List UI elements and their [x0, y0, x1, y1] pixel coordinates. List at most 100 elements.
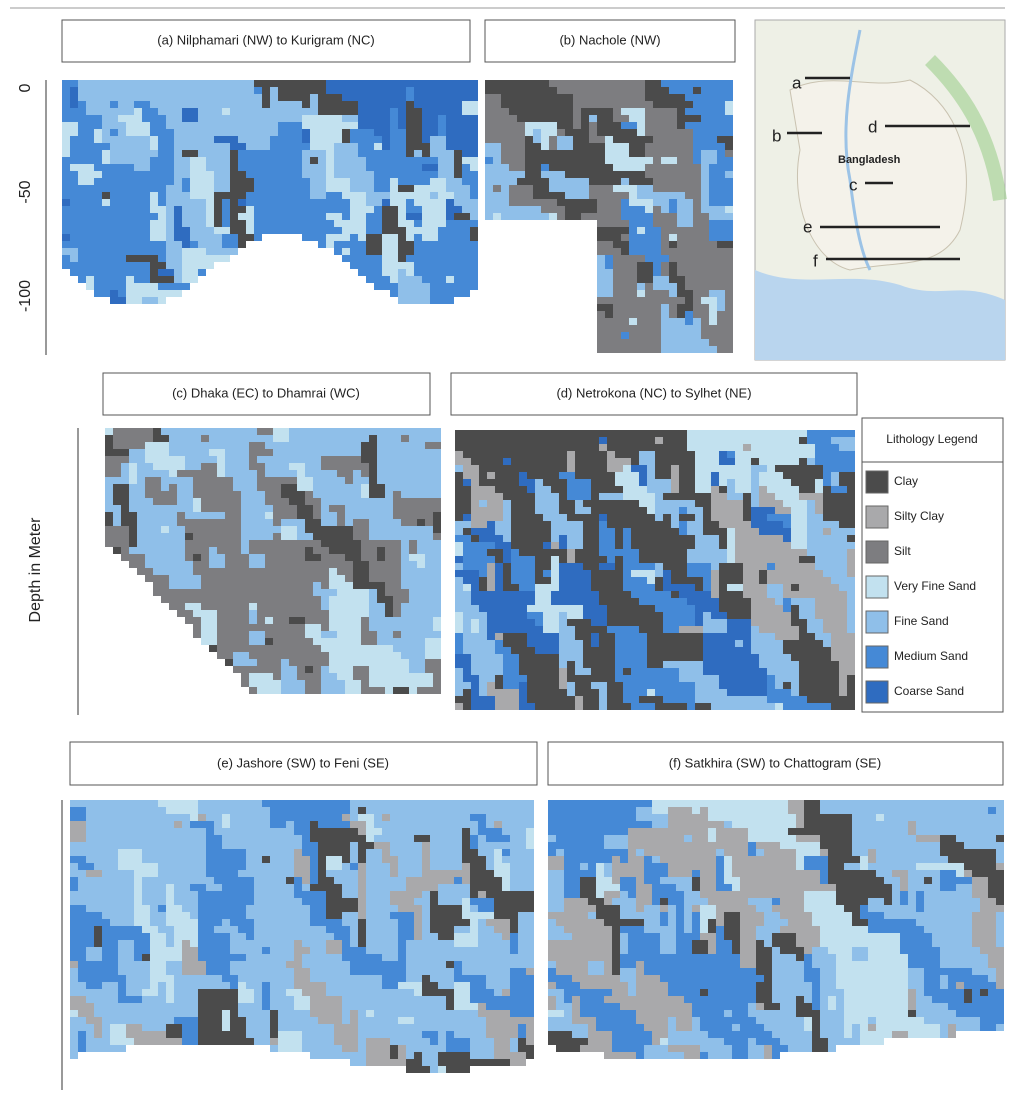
lithology-band: [796, 856, 804, 863]
lithology-band: [446, 129, 478, 136]
lithology-band: [455, 549, 463, 556]
lithology-band: [86, 1045, 126, 1052]
lithology-band: [182, 821, 190, 828]
lithology-band: [485, 164, 509, 171]
lithology-band: [257, 428, 273, 435]
lithology-band: [671, 570, 687, 577]
lithology-band: [783, 682, 791, 689]
lithology-band: [142, 996, 166, 1003]
lithology-band: [246, 863, 294, 870]
lithology-band: [190, 241, 198, 248]
lithology-band: [932, 996, 964, 1003]
lithology-band: [246, 206, 254, 213]
lithology-band: [501, 157, 525, 164]
lithology-band: [257, 456, 321, 463]
lithology-band: [193, 554, 201, 561]
lithology-band: [479, 584, 487, 591]
lithology-band: [823, 626, 847, 633]
lithology-band: [767, 696, 807, 703]
lithology-band: [669, 241, 677, 248]
lithology-band: [430, 136, 446, 143]
lithology-band: [265, 442, 361, 449]
lithology-band: [305, 491, 313, 498]
lithology-band: [142, 891, 166, 898]
lithology-band: [182, 269, 198, 276]
lithology-band: [788, 800, 804, 807]
lithology-band: [780, 926, 820, 933]
lithology-band: [756, 940, 764, 947]
lithology-band: [548, 933, 572, 940]
lithology-band: [433, 533, 441, 540]
lithology-band: [62, 129, 78, 136]
lithology-band: [118, 996, 142, 1003]
lithology-band: [129, 505, 193, 512]
lithology-band: [190, 185, 214, 192]
lithology-band: [932, 940, 972, 947]
lithology-band: [193, 624, 201, 631]
lithology-band: [369, 610, 385, 617]
lithology-band: [358, 842, 374, 849]
lithology-band: [206, 870, 238, 877]
lithology-band: [463, 542, 495, 549]
lithology-band: [446, 206, 462, 213]
lithology-band: [217, 470, 225, 477]
lithology-band: [455, 451, 463, 458]
lithology-band: [597, 332, 621, 339]
lithology-band: [62, 199, 70, 206]
lithology-band: [551, 556, 559, 563]
lithology-band: [559, 570, 591, 577]
lithology-band: [493, 157, 501, 164]
lithology-band: [751, 486, 759, 493]
lithology-band: [369, 603, 385, 610]
lithology-band: [567, 661, 575, 668]
lithology-band: [510, 863, 534, 870]
panel-title: (c) Dhaka (EC) to Dhamrai (WC): [172, 385, 360, 400]
lithology-band: [358, 933, 366, 940]
lithology-band: [129, 449, 145, 456]
lithology-band: [238, 234, 254, 241]
lithology-band: [559, 612, 567, 619]
lithology-band: [743, 500, 751, 507]
lithology-band: [852, 828, 908, 835]
lithology-band: [612, 954, 620, 961]
lithology-band: [455, 486, 471, 493]
lithology-band: [511, 556, 535, 563]
lithology-band: [302, 1045, 342, 1052]
lithology-band: [294, 870, 310, 877]
lithology-band: [249, 673, 273, 680]
lithology-band: [740, 947, 756, 954]
lithology-band: [732, 821, 796, 828]
lithology-band: [767, 577, 831, 584]
lithology-band: [543, 619, 559, 626]
lithology-band: [828, 877, 884, 884]
lithology-band: [940, 961, 988, 968]
lithology-band: [433, 519, 441, 526]
lithology-band: [390, 842, 422, 849]
depth-tick-label: 0: [17, 83, 34, 92]
lithology-band: [310, 101, 318, 108]
lithology-band: [129, 547, 185, 554]
lithology-band: [463, 626, 471, 633]
lithology-band: [756, 926, 780, 933]
lithology-band: [503, 563, 511, 570]
lithology-band: [455, 633, 463, 640]
lithology-band: [791, 654, 831, 661]
lithology-band: [591, 668, 615, 675]
lithology-band: [767, 689, 791, 696]
lithology-band: [217, 456, 225, 463]
lithology-band: [377, 442, 425, 449]
lithology-band: [916, 996, 932, 1003]
lithology-band: [693, 101, 725, 108]
lithology-band: [390, 849, 422, 856]
lithology-band: [743, 493, 751, 500]
lithology-band: [361, 484, 369, 491]
lithology-band: [209, 561, 225, 568]
lithology-band: [166, 220, 174, 227]
lithology-band: [438, 1059, 510, 1066]
lithology-band: [711, 577, 719, 584]
lithology-band: [358, 1017, 398, 1024]
lithology-band: [868, 1017, 876, 1024]
lithology-band: [366, 919, 398, 926]
lithology-band: [916, 905, 924, 912]
lithology-band: [438, 157, 454, 164]
